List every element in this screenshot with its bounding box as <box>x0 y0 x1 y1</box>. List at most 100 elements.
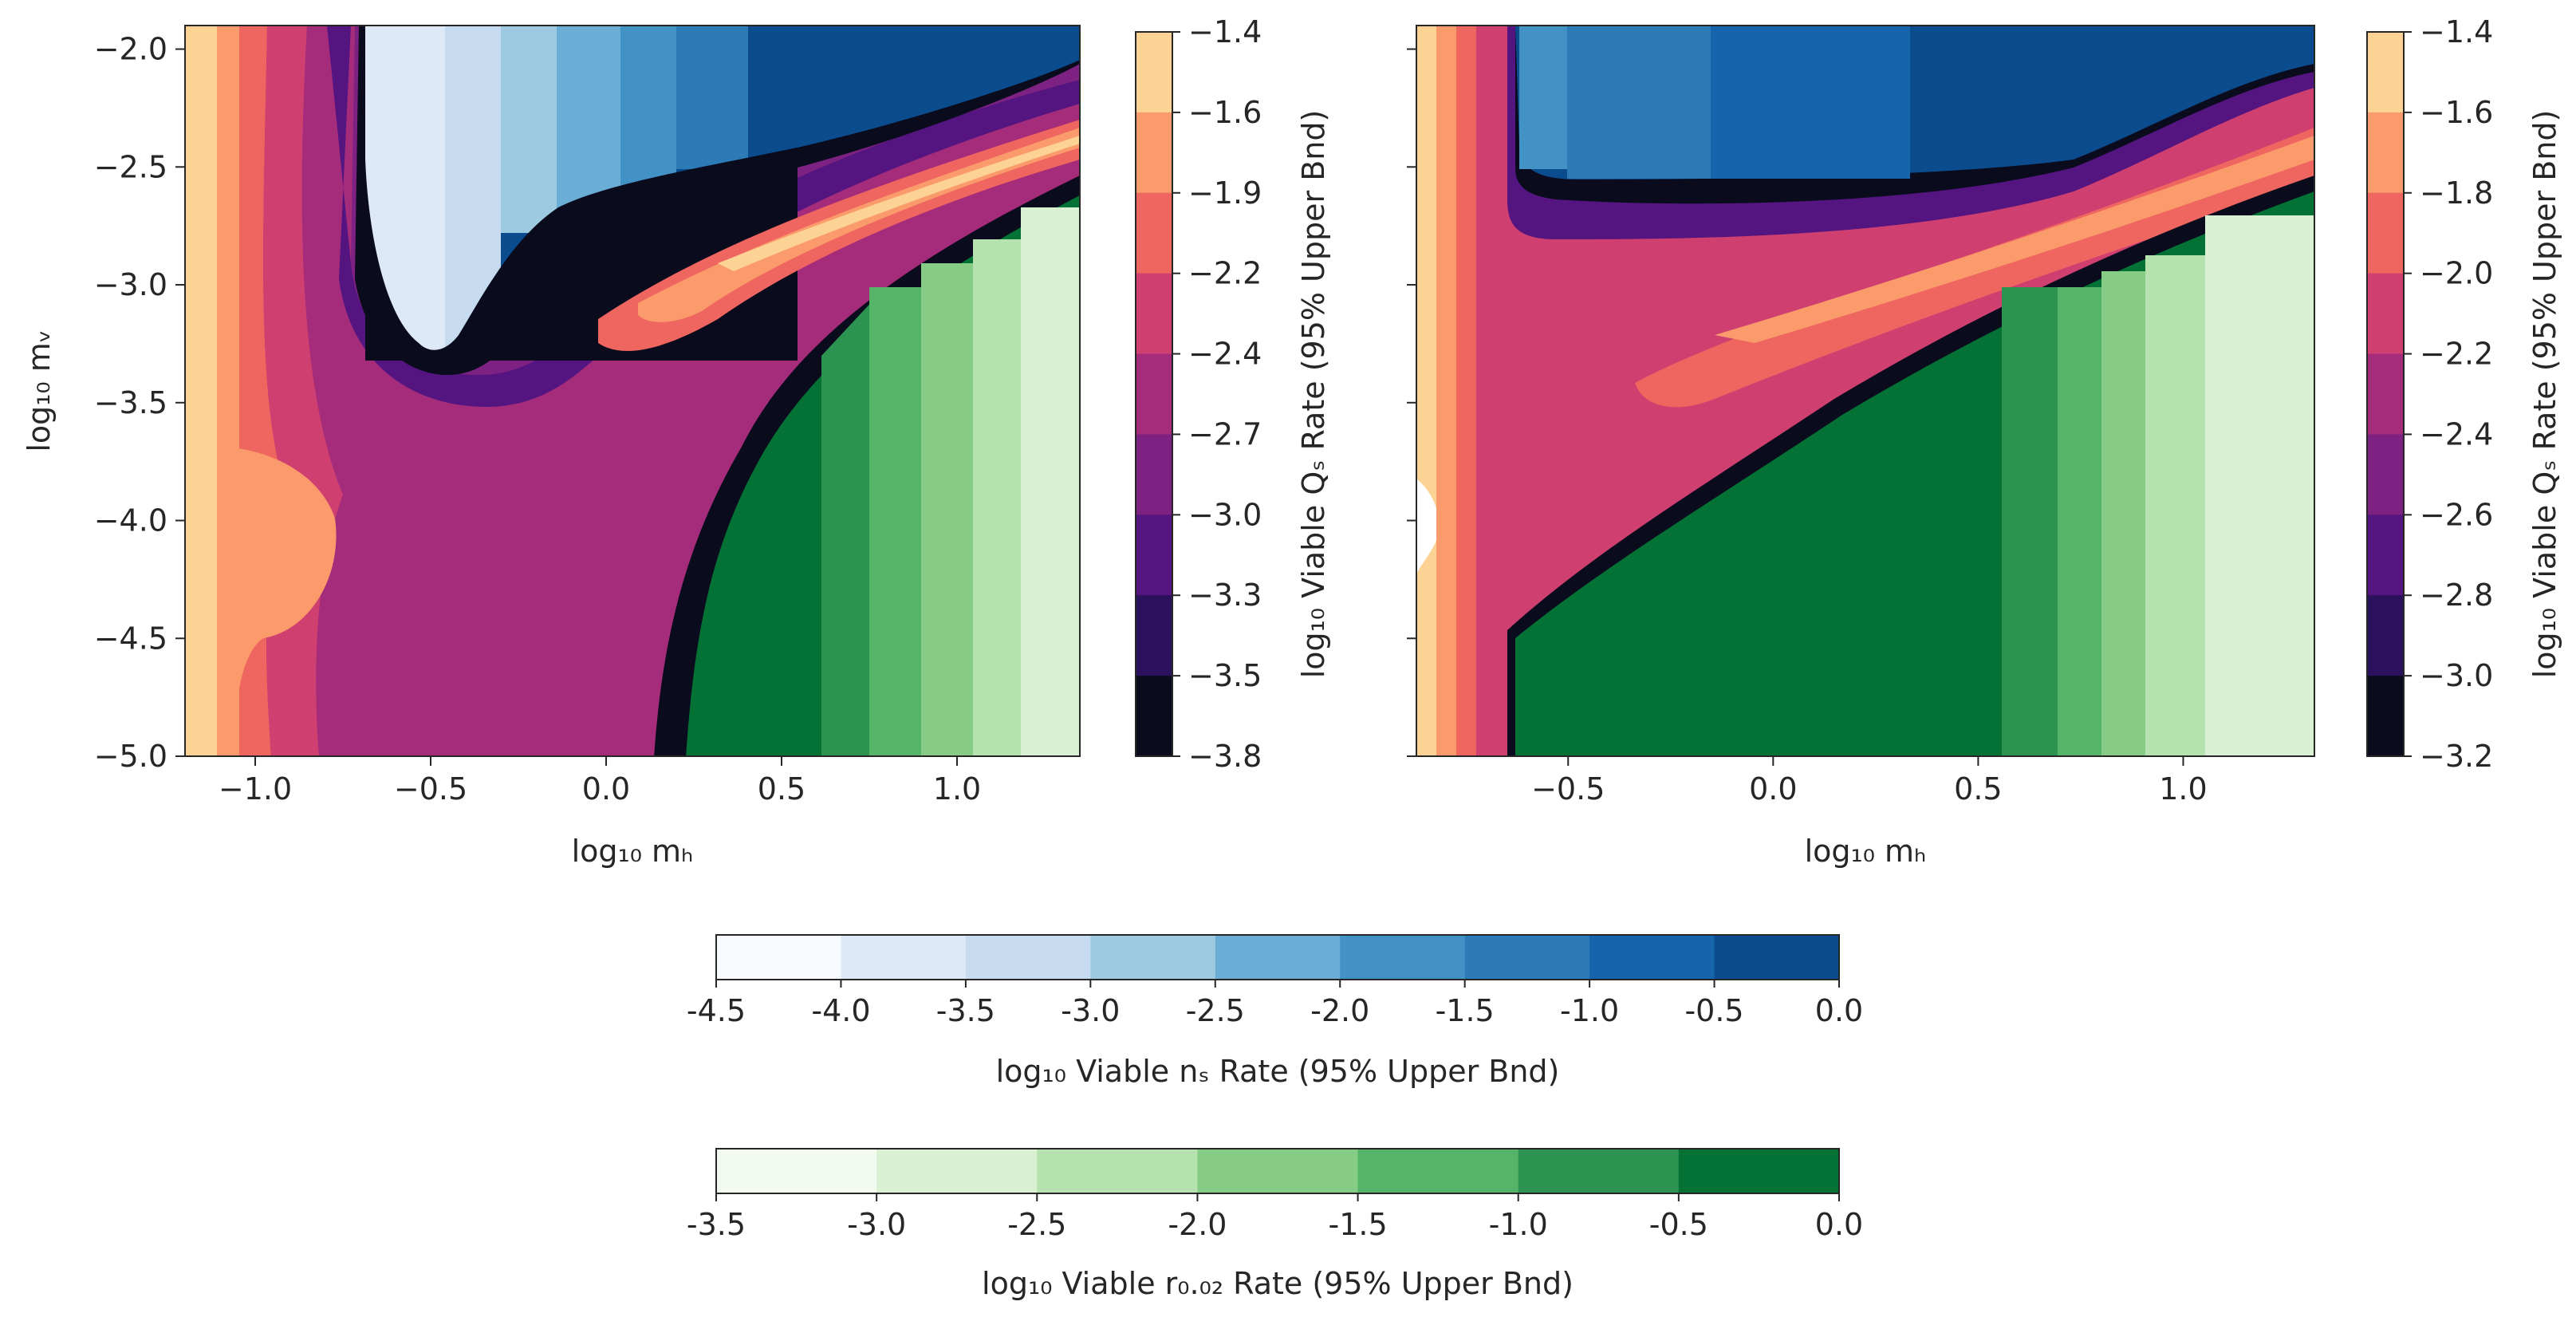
colorbar-segment <box>2367 192 2404 274</box>
colorbar-segment <box>2367 515 2404 596</box>
colorbar-tick-label: −3.3 <box>1188 578 1262 613</box>
left-green-band-4 <box>973 239 1021 756</box>
colorbar-tick-label: −1.6 <box>1188 95 1262 130</box>
colorbar-segment <box>716 935 841 980</box>
r-colorbar-label: log₁₀ Viable r₀.₀₂ Rate (95% Upper Bnd) <box>982 1266 1574 1301</box>
colorbar-tick-label: -2.0 <box>1168 1207 1227 1242</box>
left-y-axis-label: log₁₀ mᵥ <box>22 329 57 452</box>
colorbar-tick-label: −3.0 <box>1188 497 1262 532</box>
left-plot-frame <box>184 25 1081 757</box>
colorbar-segment <box>1136 595 1172 676</box>
left-heatmap <box>184 25 1081 757</box>
colorbar-segment <box>2367 353 2404 435</box>
colorbar-tick-label: −3.5 <box>1188 658 1262 693</box>
colorbar-segment <box>1136 676 1172 757</box>
colorbar-segment <box>841 935 967 980</box>
colorbar-tick-label: −2.7 <box>1188 416 1262 452</box>
colorbar-tick-label: −2.8 <box>2420 578 2493 613</box>
colorbar-segment <box>876 1149 1038 1193</box>
colorbar-tick-label: −1.8 <box>2420 175 2493 211</box>
colorbar-tick-label: -4.0 <box>811 993 870 1028</box>
colorbar-segment <box>1136 192 1172 274</box>
left-blue-band-4 <box>557 26 620 209</box>
right-green-band-4 <box>2145 255 2205 756</box>
right-band-2 <box>1436 26 1456 756</box>
colorbar-segment <box>1714 935 1840 980</box>
colorbar-tick-label: -3.5 <box>687 1207 746 1242</box>
right-green-band-5 <box>2205 215 2314 756</box>
colorbar-tick-label: −2.2 <box>1188 256 1262 291</box>
colorbar-tick-label: −1.4 <box>1188 14 1262 49</box>
colorbar-segment <box>2367 112 2404 194</box>
left-green-band-5 <box>1021 207 1080 756</box>
right-x-axis-label: log₁₀ mₕ <box>1805 834 1927 869</box>
colorbar-tick-label: 0.0 <box>1815 1207 1863 1242</box>
x-tick-label: 0.0 <box>1749 771 1797 806</box>
y-tick-label: −4.0 <box>94 503 167 538</box>
right-green-band-1 <box>2002 287 2058 756</box>
colorbar-segment <box>2367 676 2404 757</box>
colorbar-segment <box>1136 515 1172 596</box>
y-tick-label: −2.5 <box>94 149 167 184</box>
colorbar-segment <box>2367 434 2404 515</box>
colorbar-tick-label: −2.6 <box>2420 497 2493 532</box>
colorbar-tick-label: −2.4 <box>1188 337 1262 372</box>
colorbar-segment <box>1678 1149 1840 1193</box>
left-ridge-peak <box>718 136 1080 271</box>
left-band-edge <box>185 26 217 756</box>
colorbar-tick-label: -2.5 <box>1186 993 1245 1028</box>
colorbar-segment <box>1136 434 1172 515</box>
colorbar-segment <box>1340 935 1466 980</box>
x-tick-label: 0.5 <box>758 771 805 806</box>
right-blue-band-2 <box>1567 26 1711 179</box>
colorbar-frame <box>1135 31 1173 757</box>
colorbar-tick-label: -3.0 <box>847 1207 906 1242</box>
ns-colorbar-label: log₁₀ Viable nₛ Rate (95% Upper Bnd) <box>996 1054 1560 1089</box>
right-green-band-3 <box>2101 271 2145 756</box>
colorbar-tick-label: −3.8 <box>1188 739 1262 774</box>
x-tick-label: 0.0 <box>582 771 630 806</box>
colorbar-tick-label: -1.5 <box>1436 993 1495 1028</box>
right-plot-frame <box>1416 25 2315 757</box>
y-tick-label: −2.0 <box>94 32 167 67</box>
colorbar-tick-label: −3.2 <box>2420 739 2493 774</box>
colorbar-tick-label: −1.9 <box>1188 175 1262 211</box>
colorbar-frame <box>715 1148 1840 1194</box>
left-colorbar-label: log₁₀ Viable Qₛ Rate (95% Upper Bnd) <box>1296 110 1331 679</box>
colorbar-segment <box>1215 935 1341 980</box>
colorbar-tick-label: 0.0 <box>1815 993 1863 1028</box>
colorbar-segment <box>2367 273 2404 355</box>
left-blue-band-5 <box>620 26 676 193</box>
x-tick-label: 1.0 <box>933 771 981 806</box>
x-tick-label: 1.0 <box>2159 771 2207 806</box>
right-band-edge <box>1416 26 1436 756</box>
left-lobe-orange <box>217 447 337 756</box>
right-green-band-2 <box>2058 287 2101 756</box>
colorbar-segment <box>1464 935 1590 980</box>
right-band-3 <box>1456 26 1476 756</box>
colorbar-tick-label: -2.5 <box>1007 1207 1066 1242</box>
x-tick-label: −1.0 <box>219 771 292 806</box>
colorbar-segment <box>1136 112 1172 194</box>
colorbar-frame <box>715 934 1840 980</box>
x-tick-label: 0.5 <box>1954 771 2002 806</box>
colorbar-tick-label: −2.0 <box>2420 256 2493 291</box>
colorbar-segment <box>1090 935 1216 980</box>
colorbar-tick-label: -0.5 <box>1649 1207 1708 1242</box>
right-blue-band-3 <box>1711 26 1910 179</box>
left-green-band-3 <box>921 263 973 756</box>
colorbar-tick-label: −1.4 <box>2420 14 2493 49</box>
left-band-indigo <box>327 26 1080 407</box>
colorbar-segment <box>1197 1149 1359 1193</box>
y-tick-label: −5.0 <box>94 739 167 774</box>
right-heatmap <box>1416 25 2315 757</box>
right-colorbar-label: log₁₀ Viable Qₛ Rate (95% Upper Bnd) <box>2527 110 2562 679</box>
colorbar-tick-label: -2.0 <box>1310 993 1369 1028</box>
colorbar-segment <box>1357 1149 1519 1193</box>
colorbar-tick-label: −2.2 <box>2420 337 2493 372</box>
x-tick-label: −0.5 <box>394 771 467 806</box>
colorbar-tick-label: -3.5 <box>936 993 995 1028</box>
y-tick-label: −3.5 <box>94 385 167 420</box>
colorbar-segment <box>965 935 1091 980</box>
